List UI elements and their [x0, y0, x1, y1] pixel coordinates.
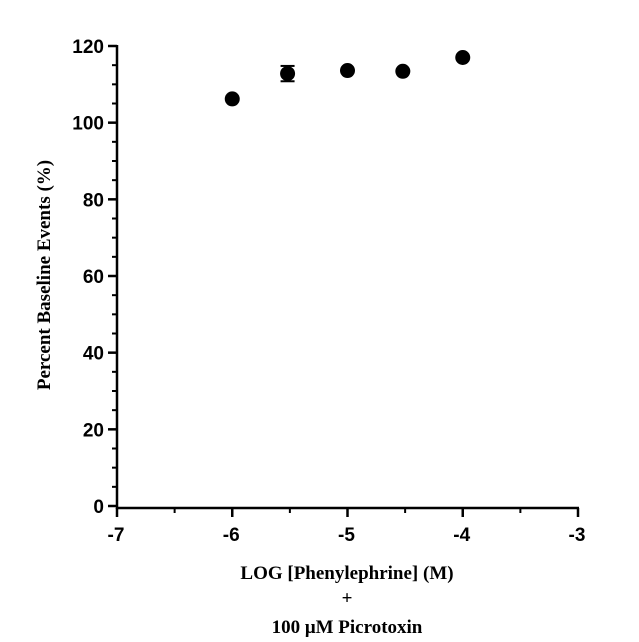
y-axis-title: Percent Baseline Events (%) [34, 160, 55, 390]
x-tick-label: -3 [569, 525, 586, 546]
x-axis-title: LOG [Phenylephrine] (M) [240, 563, 453, 584]
axes: 0 20 40 60 80 100 120 -7 -6 -5 -4 -3 [72, 37, 585, 546]
x-tick-label: -5 [338, 525, 355, 546]
x-tick-label: -4 [453, 525, 470, 546]
x-ticks: -7 -6 -5 -4 -3 [108, 508, 586, 546]
y-ticks: 0 20 40 60 80 100 120 [72, 37, 117, 518]
x-tick-label: -7 [108, 525, 125, 546]
data-point [280, 66, 296, 82]
x-axis-title-plus: + [342, 588, 353, 609]
y-tick-label: 0 [93, 497, 104, 518]
data-point [455, 50, 471, 65]
y-tick-label: 40 [83, 344, 104, 365]
data-point [224, 91, 240, 107]
data-point [340, 63, 355, 79]
x-tick-label: -6 [223, 525, 240, 546]
y-tick-label: 60 [83, 267, 104, 288]
y-tick-label: 100 [72, 114, 104, 135]
data-layer [224, 50, 471, 107]
data-point [395, 63, 411, 79]
y-tick-label: 80 [83, 190, 104, 211]
y-tick-label: 120 [72, 37, 104, 58]
x-axis-title-picrotoxin: 100 μM Picrotoxin [272, 617, 423, 638]
y-tick-label: 20 [83, 420, 104, 441]
